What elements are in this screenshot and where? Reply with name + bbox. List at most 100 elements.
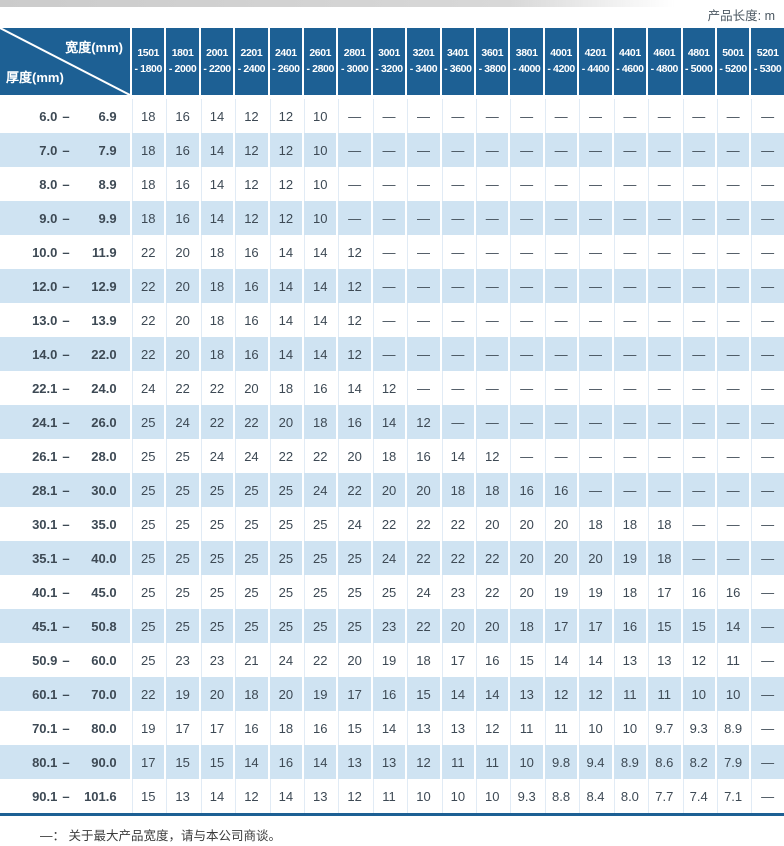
max-length-cell: 16: [302, 711, 337, 745]
max-length-cell: 13: [646, 643, 681, 677]
no-length-dash-cell: —: [439, 201, 475, 235]
max-length-cell: 14: [198, 133, 234, 167]
max-length-cell: 17: [646, 575, 681, 609]
max-length-cell: 8.2: [680, 745, 715, 779]
max-length-cell: 12: [405, 745, 440, 779]
no-length-dash-cell: —: [749, 405, 784, 439]
no-length-dash-cell: —: [508, 405, 543, 439]
no-length-dash-cell: —: [577, 269, 612, 303]
max-length-cell: 18: [198, 337, 234, 371]
max-length-cell: 24: [267, 643, 303, 677]
no-length-dash-cell: —: [577, 439, 612, 473]
max-length-cell: 12: [336, 779, 371, 813]
max-length-cell: 14: [439, 677, 475, 711]
max-length-cell: 17: [577, 609, 612, 643]
table-row: 24.1–26.0 25 24 22 22 20 18 16 14 12— — — — — — — — — —: [0, 405, 784, 439]
no-length-dash-cell: —: [508, 269, 543, 303]
max-length-cell: 20: [542, 541, 578, 575]
max-length-cell: 16: [164, 133, 199, 167]
max-length-cell: 7.4: [680, 779, 715, 813]
max-length-cell: 15: [405, 677, 440, 711]
max-length-cell: 13: [336, 745, 371, 779]
max-length-cell: 25: [233, 507, 268, 541]
thickness-range-label: 60.1–70.0: [0, 677, 130, 711]
no-length-dash-cell: —: [577, 201, 612, 235]
product-size-spec-table: 宽度(mm) 厚度(mm) 1501- 1800 1801- 2000 2001- …: [0, 28, 784, 816]
no-length-dash-cell: —: [611, 133, 647, 167]
max-length-cell: 22: [405, 507, 440, 541]
max-length-cell: 16: [164, 99, 199, 133]
no-length-dash-cell: —: [680, 235, 715, 269]
no-length-dash-cell: —: [370, 269, 406, 303]
max-length-cell: 20: [370, 473, 406, 507]
max-length-cell: 18: [267, 371, 303, 405]
no-length-dash-cell: —: [542, 133, 578, 167]
max-length-cell: 13: [370, 745, 406, 779]
width-range-header: 1501- 1800: [130, 28, 165, 99]
max-length-cell: 14: [370, 711, 406, 745]
max-length-cell: 11: [611, 677, 647, 711]
width-axis-label: 宽度(mm): [65, 40, 123, 55]
max-length-cell: 11: [646, 677, 681, 711]
max-length-cell: 22: [302, 643, 337, 677]
max-length-cell: 25: [302, 609, 337, 643]
max-length-cell: 18: [577, 507, 612, 541]
no-length-dash-cell: —: [474, 269, 509, 303]
no-length-dash-cell: —: [508, 303, 543, 337]
no-length-dash-cell: —: [542, 303, 578, 337]
max-length-cell: 8.4: [577, 779, 612, 813]
max-length-cell: 18: [439, 473, 475, 507]
max-length-cell: 25: [164, 507, 199, 541]
max-length-cell: 10: [405, 779, 440, 813]
max-length-cell: 18: [646, 507, 681, 541]
no-length-dash-cell: —: [714, 337, 750, 371]
max-length-cell: 22: [130, 269, 165, 303]
thickness-range-label: 45.1–50.8: [0, 609, 130, 643]
no-length-dash-cell: —: [370, 99, 406, 133]
max-length-cell: 20: [508, 575, 543, 609]
max-length-cell: 16: [508, 473, 543, 507]
max-length-cell: 16: [233, 269, 268, 303]
no-length-dash-cell: —: [577, 473, 612, 507]
no-length-dash-cell: —: [646, 235, 681, 269]
width-range-header: 2201- 2400: [233, 28, 268, 99]
max-length-cell: 22: [405, 609, 440, 643]
no-length-dash-cell: —: [474, 99, 509, 133]
no-length-dash-cell: —: [714, 99, 750, 133]
max-length-cell: 25: [198, 609, 234, 643]
table-row: 60.1–70.0 22 19 20 18 20 19 17 16 15 14 14 13 12 12 11 1…: [0, 677, 784, 711]
max-length-cell: 19: [577, 575, 612, 609]
no-length-dash-cell: —: [474, 337, 509, 371]
max-length-cell: 17: [336, 677, 371, 711]
table-row: 80.1–90.0 17 15 15 14 16 14 13 13 12 11 11 10 9.8 9.4 8…: [0, 745, 784, 779]
no-length-dash-cell: —: [714, 371, 750, 405]
max-length-cell: 15: [680, 609, 715, 643]
no-length-dash-cell: —: [439, 269, 475, 303]
max-length-cell: 9.3: [680, 711, 715, 745]
max-length-cell: 22: [233, 405, 268, 439]
no-length-dash-cell: —: [680, 405, 715, 439]
no-length-dash-cell: —: [336, 167, 371, 201]
max-length-cell: 12: [233, 779, 268, 813]
max-length-cell: 14: [439, 439, 475, 473]
max-length-cell: 23: [198, 643, 234, 677]
max-length-cell: 14: [474, 677, 509, 711]
no-length-dash-cell: —: [646, 167, 681, 201]
no-length-dash-cell: —: [405, 167, 440, 201]
no-length-dash-cell: —: [749, 643, 784, 677]
max-length-cell: 8.9: [714, 711, 750, 745]
max-length-cell: 20: [164, 235, 199, 269]
diagonal-corner-cell: 宽度(mm) 厚度(mm): [0, 28, 130, 99]
no-length-dash-cell: —: [749, 473, 784, 507]
max-length-cell: 22: [130, 337, 165, 371]
no-length-dash-cell: —: [749, 507, 784, 541]
max-length-cell: 12: [577, 677, 612, 711]
no-length-dash-cell: —: [508, 99, 543, 133]
no-length-dash-cell: —: [474, 303, 509, 337]
thickness-range-label: 40.1–45.0: [0, 575, 130, 609]
max-length-cell: 11: [439, 745, 475, 779]
no-length-dash-cell: —: [749, 541, 784, 575]
max-length-cell: 24: [336, 507, 371, 541]
no-length-dash-cell: —: [474, 235, 509, 269]
max-length-cell: 15: [130, 779, 165, 813]
